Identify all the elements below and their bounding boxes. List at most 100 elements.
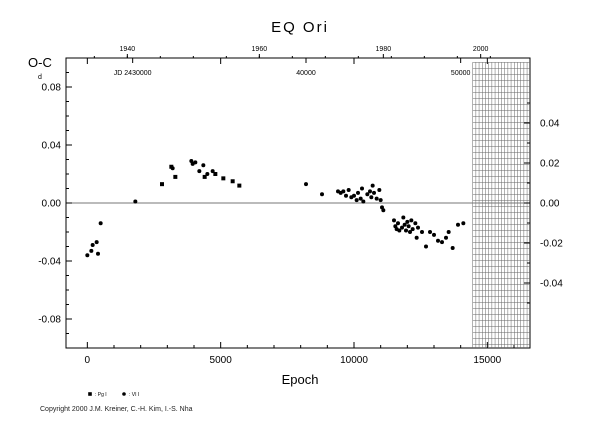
legend-label: : VI I	[129, 392, 139, 398]
data-point-dot	[94, 240, 99, 245]
data-point-dot	[365, 192, 370, 197]
data-point-dot	[440, 240, 444, 245]
data-point-dot	[377, 187, 382, 192]
data-point-dot	[358, 196, 363, 201]
data-point-dot	[408, 230, 412, 234]
top-year-label: 2000	[473, 46, 489, 53]
data-point-dot	[456, 222, 460, 227]
data-point-dot	[402, 222, 407, 227]
data-point-square	[160, 182, 164, 187]
y-right-tick-label: -0.02	[540, 239, 563, 250]
x-axis-label: Epoch	[282, 372, 319, 387]
data-point-dot	[205, 172, 210, 176]
axis-ticks: 0 5000 10000 15000 0.08 0.04 0.00 -0.04 -0.08 0.0…	[38, 46, 563, 366]
data-point-dot	[397, 228, 402, 233]
data-point-square	[230, 179, 235, 184]
data-point-dot	[404, 228, 408, 233]
data-point-dot	[360, 186, 364, 191]
data-point-dot	[89, 248, 94, 253]
y-left-tick-label: -0.08	[38, 315, 61, 326]
data-point-dot	[170, 166, 175, 171]
data-point-dot	[416, 225, 420, 230]
data-point-dot	[401, 215, 406, 220]
data-point-dot	[424, 244, 428, 249]
x-tick-label: 0	[85, 355, 91, 366]
y-left-tick-label: 0.00	[42, 199, 62, 210]
data-point-dot	[361, 199, 366, 204]
data-point-dot	[356, 190, 360, 195]
data-point-dot	[341, 189, 346, 194]
data-point-dot	[406, 224, 411, 229]
chart-title: EQ Ori	[271, 19, 329, 36]
y-axis-unit-superscript: d	[38, 74, 42, 81]
data-point-dot	[304, 182, 308, 187]
y-right-tick-label: -0.04	[540, 279, 563, 290]
data-point-dot	[461, 221, 466, 226]
data-point-dot	[98, 221, 103, 226]
data-point-dot	[409, 218, 414, 223]
copyright-notice: Copyright 2000 J.M. Kreiner, C.-H. Kim, …	[40, 406, 193, 413]
data-point-dot	[96, 251, 100, 256]
data-point-dot	[352, 193, 356, 198]
legend-marker-square	[88, 392, 92, 396]
data-point-dot	[400, 225, 404, 230]
hatched-region	[472, 62, 530, 348]
data-point-dot	[197, 169, 202, 174]
data-point-dot	[346, 187, 351, 192]
data-point-dot	[354, 198, 359, 203]
data-point-dot	[372, 190, 376, 195]
data-point-dot	[85, 253, 90, 258]
top-year-label: 1960	[252, 46, 268, 53]
data-point-dot	[446, 230, 451, 234]
data-point-dot	[210, 169, 215, 174]
data-point-dot	[320, 192, 324, 197]
data-point-dot	[405, 219, 410, 224]
y-right-tick-label: 0.00	[540, 199, 560, 210]
top-jd-label: 40000	[296, 70, 316, 77]
top-year-label: 1940	[120, 46, 136, 53]
data-point-dot	[201, 163, 206, 168]
top-jd-label: 50000	[451, 70, 471, 77]
data-point-square	[202, 174, 207, 179]
data-point-dot	[368, 189, 372, 194]
data-point-square	[237, 183, 242, 188]
legend-marker-dot	[122, 392, 126, 396]
data-point-dot	[414, 235, 419, 240]
y-right-tick-label: 0.04	[540, 119, 560, 130]
legend: : Pg I : VI I	[88, 392, 139, 398]
data-point-dot	[374, 196, 379, 201]
data-point-dot	[444, 235, 448, 240]
data-point-dot	[436, 238, 440, 243]
data-point-dot	[193, 160, 198, 165]
top-year-label: 1980	[376, 46, 392, 53]
x-tick-label: 15000	[473, 355, 501, 366]
data-point-dot	[370, 183, 375, 188]
data-point-dot	[450, 245, 455, 250]
data-point-dot	[432, 232, 436, 237]
top-jd-label: JD 2430000	[114, 70, 152, 77]
data-point-dot	[344, 193, 348, 198]
data-point-dot	[378, 198, 383, 203]
data-point-dot	[392, 218, 396, 223]
data-point-dot	[410, 227, 415, 232]
y-left-tick-label: 0.08	[42, 83, 62, 94]
data-point-square	[221, 176, 226, 181]
data-point-dot	[420, 230, 424, 234]
x-tick-label: 5000	[210, 355, 233, 366]
y-right-tick-label: 0.02	[540, 159, 560, 170]
data-points	[85, 158, 466, 258]
data-point-dot	[396, 221, 400, 226]
data-point-dot	[413, 221, 418, 226]
data-point-square	[173, 174, 178, 179]
y-axis-label: O-C	[28, 55, 52, 70]
y-left-tick-label: 0.04	[42, 141, 62, 152]
y-left-tick-label: -0.04	[38, 257, 61, 268]
data-point-dot	[133, 199, 138, 204]
data-point-dot	[369, 195, 374, 200]
data-point-dot	[428, 230, 432, 234]
data-point-dot	[90, 243, 95, 248]
data-point-square	[213, 172, 218, 176]
x-tick-label: 10000	[340, 355, 368, 366]
legend-label: : Pg I	[95, 392, 107, 398]
